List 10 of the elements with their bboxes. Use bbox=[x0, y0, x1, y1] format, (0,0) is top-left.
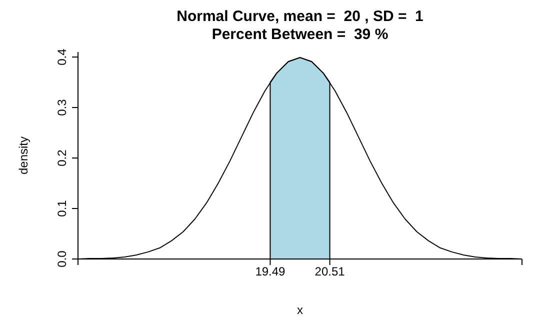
y-tick-label: 0.0 bbox=[55, 250, 69, 268]
y-tick-label: 0.1 bbox=[55, 200, 69, 217]
y-tick-label: 0.3 bbox=[55, 98, 69, 116]
x-tick-label: 20.51 bbox=[314, 264, 346, 279]
x-tick-label: 19.49 bbox=[255, 264, 286, 279]
y-axis-title: density bbox=[16, 136, 30, 175]
chart-title: Normal Curve, mean = 20 , SD = 1 Percent Between = 39 % bbox=[176, 8, 424, 44]
y-tick-label: 0.2 bbox=[55, 149, 69, 166]
y-tick-label: 0.4 bbox=[55, 48, 69, 66]
x-axis-title: x bbox=[297, 303, 303, 317]
